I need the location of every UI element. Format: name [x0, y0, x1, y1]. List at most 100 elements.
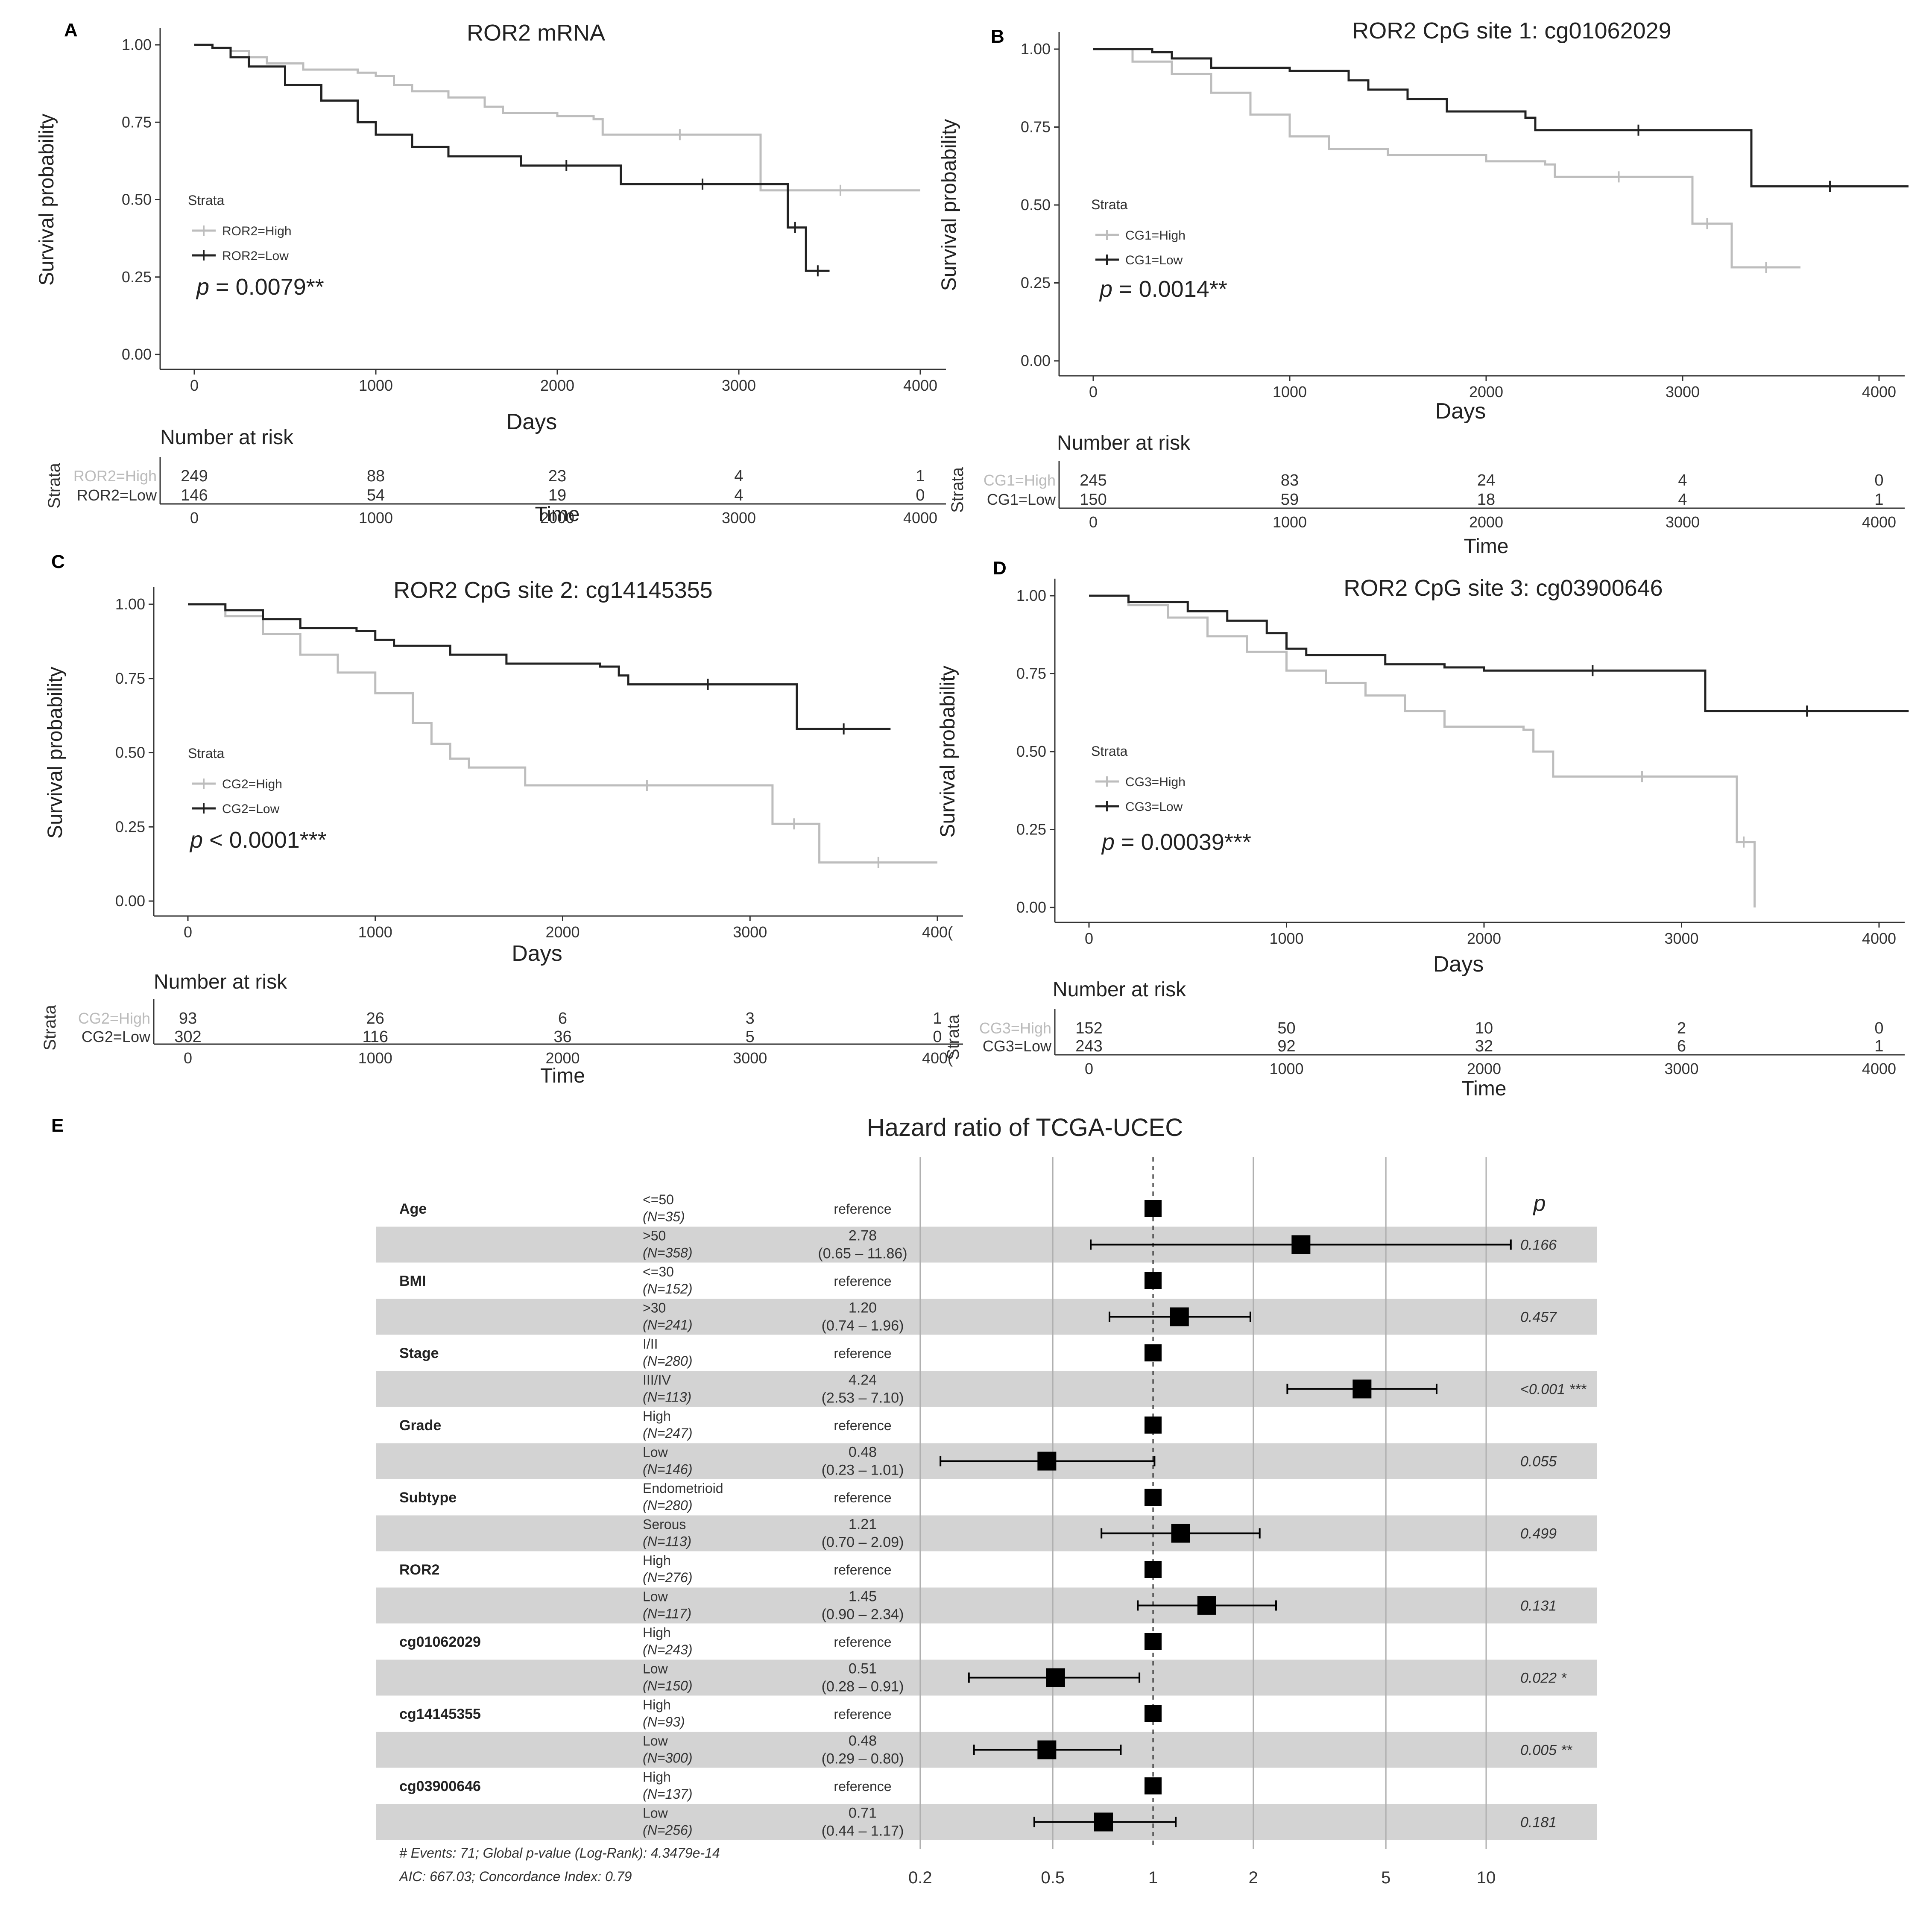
- x-tick-label: 2000: [545, 923, 580, 941]
- km-panel-A: A ROR2 mRNA 0.00 0.25 0.50 0.75 1.00 0 1000 2000 3…: [35, 20, 946, 527]
- forest-x-tick-label: 5: [1381, 1868, 1390, 1887]
- censor-mark: [790, 818, 799, 830]
- row-band: [376, 1299, 1597, 1335]
- panel-label: C: [51, 551, 65, 572]
- panel-title: ROR2 CpG site 1: cg01062029: [1352, 18, 1671, 44]
- confidence-interval: (0.28 – 0.91): [822, 1679, 904, 1695]
- hazard-ratio-marker: [1094, 1812, 1113, 1832]
- x-tick-label: 3000: [1666, 383, 1700, 401]
- forest-variable-label: BMI: [399, 1273, 426, 1289]
- row-band: [376, 1587, 1597, 1624]
- risk-y-title: Strata: [948, 467, 967, 512]
- y-tick-label: 0.50: [122, 191, 152, 208]
- x-tick-label: 1000: [1273, 383, 1307, 401]
- x-tick-label: 0: [190, 377, 199, 394]
- risk-x-tick-label: 1000: [1269, 1060, 1303, 1077]
- forest-p-value: <0.001 ***: [1520, 1381, 1587, 1398]
- panel-label: B: [991, 26, 1004, 47]
- censor-mark: [1762, 262, 1771, 273]
- reference-marker: [1145, 1272, 1162, 1289]
- y-axis-title: Survival probability: [937, 666, 959, 838]
- x-tick-label: 400(: [922, 923, 953, 941]
- risk-x-tick-label: 2000: [545, 1049, 580, 1067]
- risk-count: 1: [1874, 1037, 1883, 1055]
- panel-label: E: [51, 1115, 64, 1136]
- risk-count: 1: [1874, 491, 1883, 509]
- y-tick-label: 1.00: [1016, 587, 1046, 604]
- risk-x-title: Time: [1464, 535, 1509, 558]
- risk-count: 24: [1477, 471, 1495, 489]
- risk-table-title: Number at risk: [154, 971, 287, 993]
- risk-count: 4: [1678, 491, 1687, 509]
- y-tick-label: 0.50: [1021, 196, 1051, 214]
- censor-mark: [839, 723, 848, 735]
- risk-count: 6: [558, 1010, 567, 1027]
- confidence-interval: (0.29 – 0.80): [822, 1751, 904, 1767]
- risk-x-title: Time: [535, 503, 580, 526]
- forest-p-value: 0.005 **: [1520, 1742, 1573, 1759]
- reference-label: reference: [834, 1634, 891, 1650]
- reference-label: reference: [834, 1201, 891, 1217]
- survival-curve-CG1=High: [1093, 48, 1800, 269]
- y-tick-label: 0.75: [115, 670, 145, 687]
- p-symbol: p: [189, 827, 203, 853]
- forest-p-value: 0.499: [1520, 1526, 1557, 1542]
- forest-n-label: (N=276): [643, 1570, 693, 1585]
- survival-curve-CG2=Low: [188, 603, 891, 730]
- forest-title: Hazard ratio of TCGA-UCEC: [867, 1114, 1183, 1141]
- panel-title: ROR2 mRNA: [467, 20, 605, 46]
- risk-count: 92: [1277, 1037, 1295, 1055]
- reference-marker: [1145, 1417, 1162, 1434]
- risk-count: 0: [916, 486, 925, 504]
- risk-y-title: Strata: [944, 1014, 963, 1060]
- risk-count: 1: [933, 1010, 942, 1027]
- forest-level-label: <=50: [643, 1192, 674, 1207]
- forest-x-tick-label: 0.5: [1041, 1868, 1065, 1887]
- risk-x-tick-label: 2000: [540, 509, 574, 527]
- p-symbol: p: [1101, 829, 1115, 855]
- x-tick-label: 3000: [722, 377, 756, 394]
- forest-n-label: (N=241): [643, 1317, 693, 1333]
- forest-n-label: (N=113): [643, 1534, 691, 1549]
- hazard-ratio-value: 0.48: [849, 1733, 877, 1749]
- forest-n-label: (N=150): [643, 1678, 693, 1694]
- forest-level-label: I/II: [643, 1336, 658, 1352]
- censor-mark: [1803, 705, 1812, 717]
- risk-count: 1: [916, 467, 925, 485]
- forest-level-label: Low: [643, 1589, 668, 1604]
- forest-variable-label: Grade: [399, 1417, 441, 1434]
- hazard-ratio-marker: [1171, 1524, 1190, 1543]
- survival-curve-CG2=High: [188, 603, 937, 864]
- p-value: p = 0.0014**: [1099, 276, 1227, 302]
- hazard-ratio-value: 4.24: [849, 1372, 877, 1388]
- risk-x-tick-label: 400(: [922, 1049, 953, 1067]
- forest-n-label: (N=243): [643, 1642, 693, 1657]
- risk-count: 249: [181, 467, 208, 485]
- hazard-ratio-value: 0.71: [849, 1805, 877, 1821]
- forest-n-label: (N=152): [643, 1281, 693, 1297]
- censor-mark: [813, 265, 822, 277]
- legend-label: CG1=Low: [1125, 253, 1183, 267]
- risk-row-label: CG2=High: [78, 1010, 150, 1027]
- y-tick-label: 0.00: [122, 345, 152, 363]
- forest-level-label: High: [643, 1553, 671, 1568]
- risk-x-tick-label: 0: [184, 1049, 192, 1067]
- censor-mark: [1739, 836, 1748, 848]
- x-tick-label: 3000: [733, 923, 767, 941]
- y-axis-title: Survival probability: [938, 119, 960, 291]
- forest-n-label: (N=256): [643, 1823, 693, 1838]
- y-tick-label: 1.00: [122, 36, 152, 53]
- x-tick-label: 1000: [359, 377, 393, 394]
- forest-p-value: 0.055: [1520, 1454, 1557, 1470]
- legend-title: Strata: [188, 746, 225, 761]
- risk-x-title: Time: [540, 1065, 585, 1087]
- x-tick-label: 1000: [358, 923, 392, 941]
- reference-label: reference: [834, 1706, 891, 1722]
- x-axis-title: Days: [1435, 399, 1486, 424]
- hazard-ratio-value: 0.48: [849, 1444, 877, 1460]
- censor-mark: [790, 222, 799, 233]
- risk-row-label: CG3=High: [979, 1019, 1051, 1037]
- risk-count: 2: [1677, 1019, 1686, 1037]
